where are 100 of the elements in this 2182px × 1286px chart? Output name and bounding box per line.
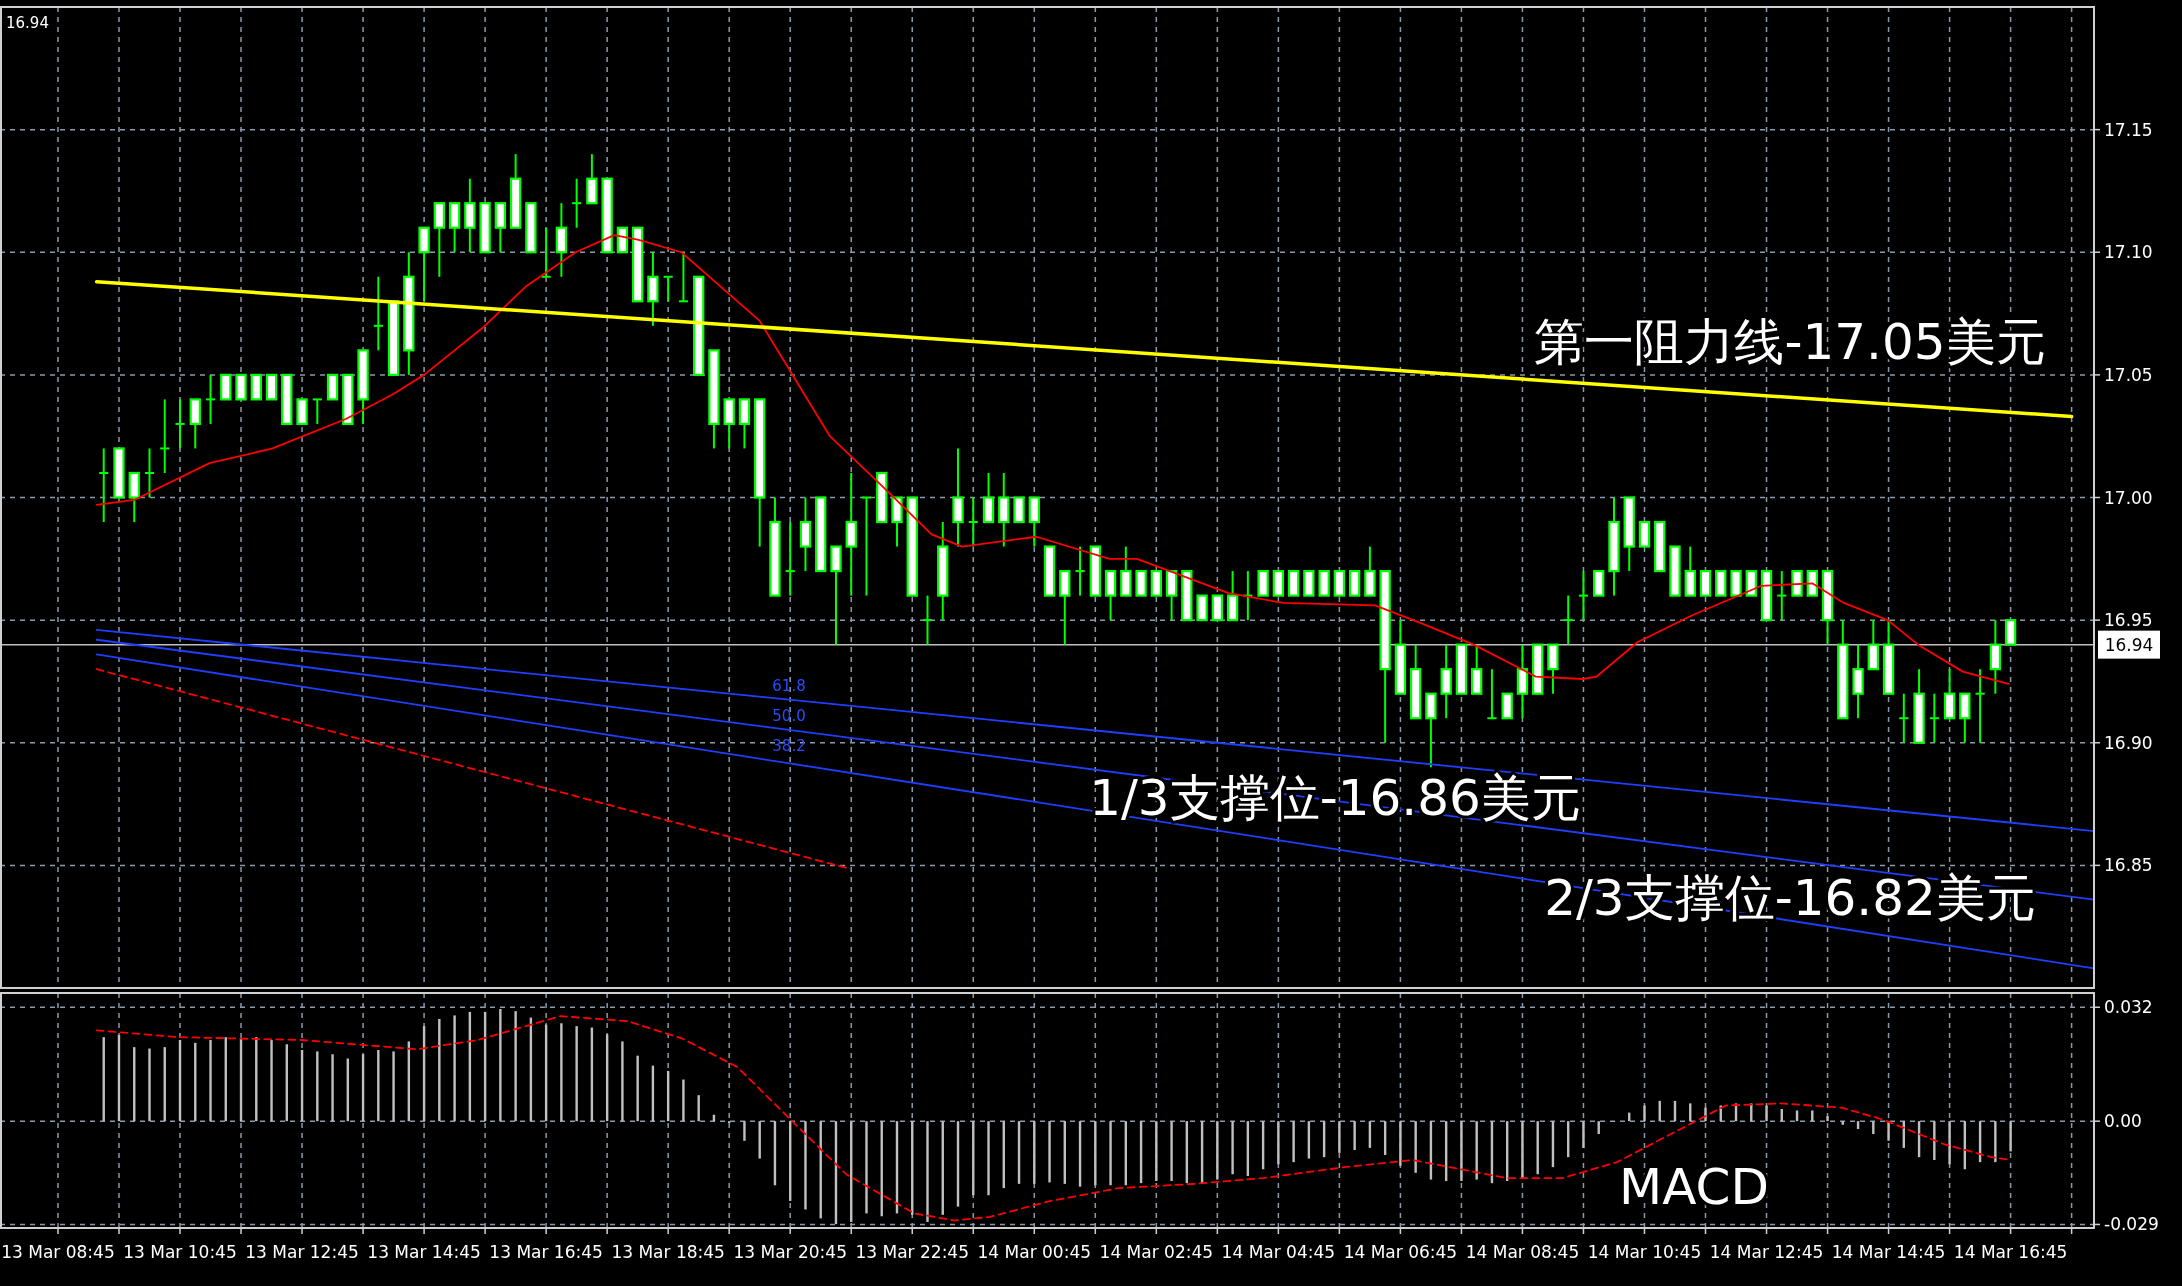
bar	[621, 1041, 624, 1122]
bar	[499, 1009, 502, 1122]
bar	[1231, 1121, 1234, 1175]
bar	[1292, 1121, 1295, 1163]
y-tick-label: 17.10	[2104, 242, 2153, 263]
bar	[1414, 1121, 1417, 1173]
bar	[743, 1121, 746, 1141]
y-tick-label: 17.00	[2104, 487, 2153, 508]
x-tick-label: 13 Mar 16:45	[489, 1242, 603, 1262]
bar	[697, 1095, 700, 1122]
y-tick-label: 0.00	[2104, 1111, 2142, 1132]
bar	[926, 1121, 929, 1222]
x-tick-label: 14 Mar 10:45	[1587, 1242, 1702, 1262]
annotation: 50.0	[772, 707, 806, 725]
bar	[1582, 1121, 1585, 1148]
bar	[1994, 1121, 1997, 1163]
candlestick	[1074, 545, 1086, 597]
bar	[377, 1049, 380, 1122]
x-tick-label: 14 Mar 12:45	[1709, 1242, 1824, 1262]
bar	[316, 1051, 319, 1122]
x-tick-label: 13 Mar 18:45	[611, 1242, 725, 1262]
bar	[682, 1079, 685, 1122]
x-tick-label: 14 Mar 06:45	[1343, 1242, 1458, 1262]
y-tick-label: 16.85	[2104, 855, 2153, 876]
candlestick	[1577, 570, 1590, 622]
candlestick	[159, 398, 171, 474]
candlestick	[1974, 668, 1986, 744]
bar	[1475, 1121, 1478, 1180]
x-tick-label: 13 Mar 12:45	[245, 1242, 359, 1262]
x-tick-label: 13 Mar 20:45	[733, 1242, 847, 1262]
bar	[1643, 1105, 1646, 1122]
y-tick-label: 16.95	[2104, 610, 2153, 631]
y-tick-label: 17.05	[2104, 364, 2153, 385]
bar	[1948, 1121, 1951, 1165]
y-tick-label: 0.032	[2104, 997, 2153, 1018]
bar	[1170, 1121, 1173, 1181]
bar	[758, 1121, 761, 1159]
bar	[1399, 1121, 1402, 1166]
ref-line-label: 16.94	[2104, 634, 2154, 655]
bar	[1765, 1105, 1768, 1122]
bar	[2009, 1121, 2012, 1152]
bar	[804, 1121, 807, 1210]
x-tick-label: 14 Mar 16:45	[1953, 1242, 2068, 1262]
x-tick-label: 14 Mar 14:45	[1831, 1242, 1946, 1262]
bar	[1109, 1121, 1112, 1186]
bar	[1353, 1121, 1356, 1151]
candlestick	[1928, 692, 1940, 744]
bar	[438, 1018, 441, 1122]
y-tick-label: 17.15	[2104, 119, 2153, 140]
bar	[209, 1040, 212, 1122]
y-tick-label: 16.90	[2104, 732, 2153, 753]
bar	[575, 1026, 578, 1122]
x-tick-label: 13 Mar 08:45	[1, 1242, 115, 1262]
x-tick-label: 14 Mar 04:45	[1221, 1242, 1336, 1262]
annotation: 61.8	[772, 677, 806, 695]
bar	[1826, 1116, 1829, 1122]
x-tick-label: 14 Mar 00:45	[977, 1242, 1092, 1262]
candlestick	[143, 447, 156, 499]
bar	[514, 1011, 517, 1122]
bar	[1872, 1121, 1875, 1134]
bar	[560, 1023, 563, 1122]
x-tick-label: 13 Mar 22:45	[855, 1242, 970, 1262]
bar	[1338, 1121, 1341, 1153]
candlestick	[1898, 692, 1910, 744]
candlestick	[540, 226, 552, 278]
bar	[1277, 1121, 1280, 1165]
bar	[1887, 1121, 1890, 1141]
bar	[148, 1048, 151, 1122]
bar	[1460, 1121, 1463, 1181]
x-tick-label: 14 Mar 02:45	[1099, 1242, 1214, 1262]
y-tick-label: -0.029	[2104, 1214, 2159, 1235]
candlestick	[98, 447, 110, 524]
candlestick	[571, 177, 583, 229]
bar	[636, 1055, 639, 1122]
bar	[1933, 1121, 1936, 1160]
candlestick	[967, 496, 979, 548]
bar	[1094, 1121, 1097, 1186]
candlestick	[784, 521, 796, 597]
candlestick	[204, 373, 217, 425]
bar	[1521, 1121, 1524, 1179]
candlestick	[372, 275, 384, 352]
bar	[1155, 1121, 1158, 1181]
x-tick-label: 13 Mar 10:45	[123, 1242, 237, 1262]
candlestick	[921, 594, 934, 646]
candlestick	[1562, 594, 1574, 646]
bar	[270, 1040, 273, 1122]
annotation: 第一阻力线-17.05美元	[1534, 313, 2046, 371]
candlestick	[662, 275, 674, 303]
bar	[453, 1015, 456, 1122]
annotation: MACD	[1619, 1158, 1769, 1216]
candlestick	[677, 251, 689, 303]
annotation: 38.2	[772, 737, 806, 755]
candlestick	[1486, 668, 1498, 720]
bar	[1216, 1121, 1219, 1180]
bar	[392, 1051, 395, 1122]
candlestick	[860, 496, 873, 597]
x-tick-label: 13 Mar 14:45	[367, 1242, 481, 1262]
candlestick	[311, 398, 323, 425]
bar	[987, 1121, 990, 1196]
bar	[331, 1054, 334, 1122]
